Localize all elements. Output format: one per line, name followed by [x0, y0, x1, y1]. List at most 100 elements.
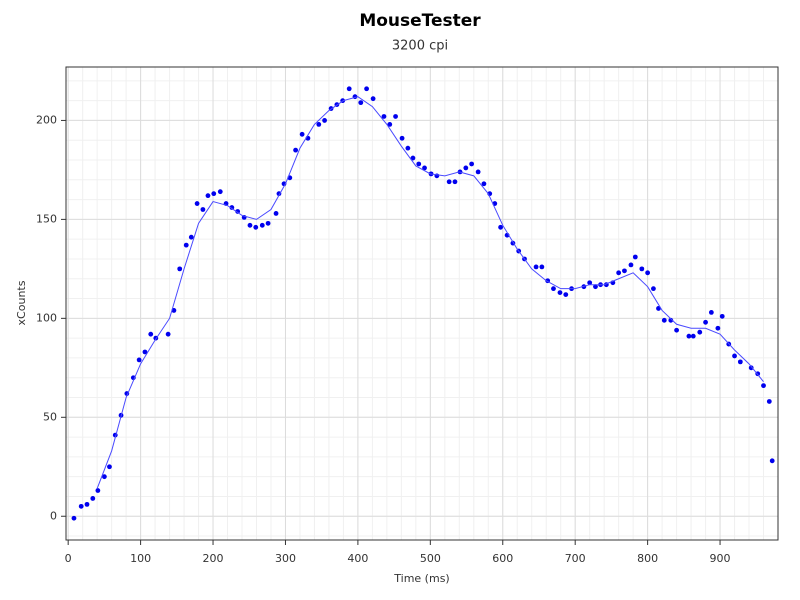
data-point	[674, 327, 679, 333]
data-point	[593, 284, 598, 290]
data-point	[235, 209, 241, 214]
data-point	[469, 161, 475, 167]
data-point	[142, 349, 148, 355]
data-point	[165, 331, 171, 337]
data-point	[101, 474, 107, 480]
data-point	[475, 169, 481, 175]
x-tick-label: 400	[347, 552, 368, 565]
plot-frame	[65, 66, 779, 541]
data-point	[370, 96, 376, 102]
data-point	[651, 286, 656, 292]
data-point	[661, 317, 667, 323]
data-point	[639, 266, 645, 272]
data-point	[446, 179, 452, 185]
data-point	[719, 313, 725, 319]
data-point	[84, 501, 90, 507]
data-point	[229, 205, 235, 210]
data-point	[188, 234, 194, 240]
data-point	[273, 211, 279, 216]
data-point	[690, 333, 696, 339]
x-tick-label: 700	[565, 552, 586, 565]
data-point	[616, 270, 622, 276]
data-point	[316, 121, 322, 127]
data-point	[358, 100, 364, 106]
data-point	[259, 222, 265, 228]
data-point	[107, 464, 112, 470]
data-point	[393, 114, 398, 119]
data-point	[253, 224, 259, 230]
data-point	[78, 503, 84, 509]
data-point	[422, 165, 427, 171]
data-point	[708, 310, 714, 315]
data-point	[761, 383, 766, 389]
data-point	[668, 317, 674, 323]
data-point	[766, 399, 772, 404]
data-point	[95, 488, 101, 493]
data-point	[622, 268, 627, 274]
data-point	[551, 286, 556, 292]
data-point	[703, 319, 708, 325]
data-point	[194, 201, 200, 206]
x-tick-label: 900	[710, 552, 731, 565]
data-point	[346, 86, 352, 92]
chart-subtitle: 3200 cpi	[392, 39, 448, 54]
data-point	[410, 155, 416, 161]
data-point	[769, 458, 775, 464]
y-tick-label: 100	[36, 311, 57, 324]
data-point	[557, 290, 563, 296]
x-tick-label: 500	[420, 552, 441, 565]
x-tick-label: 300	[275, 552, 296, 565]
data-point	[177, 266, 183, 272]
data-point	[737, 359, 743, 365]
data-point	[399, 135, 405, 141]
data-point	[686, 333, 692, 339]
data-point	[148, 331, 154, 337]
data-point	[587, 280, 593, 286]
data-point	[247, 222, 253, 228]
x-axis-label: Time (ms)	[393, 572, 449, 585]
x-tick-label: 800	[637, 552, 658, 565]
data-point	[136, 357, 142, 363]
data-point	[748, 365, 754, 371]
y-axis-label: xCounts	[15, 280, 28, 325]
data-point	[539, 264, 545, 270]
data-point	[498, 224, 503, 230]
x-tick-label: 0	[65, 552, 72, 565]
x-tick-label: 200	[203, 552, 224, 565]
data-point	[381, 114, 387, 119]
data-point	[463, 165, 469, 171]
data-point	[90, 496, 96, 501]
data-point	[205, 193, 211, 199]
smooth-line	[96, 96, 764, 489]
data-point	[364, 86, 369, 92]
data-point	[71, 515, 77, 521]
data-point	[293, 147, 299, 153]
data-point	[715, 325, 721, 331]
data-point	[265, 220, 271, 226]
y-tick-label: 150	[36, 212, 57, 225]
data-point	[632, 254, 638, 260]
data-point	[387, 121, 393, 127]
data-point	[322, 118, 327, 123]
data-point	[563, 292, 569, 297]
data-point	[645, 270, 651, 276]
data-point	[452, 179, 458, 185]
data-point	[697, 329, 703, 335]
data-point	[533, 264, 539, 270]
data-point	[732, 353, 737, 359]
data-point	[200, 207, 206, 212]
data-point	[405, 145, 411, 151]
data-point	[628, 262, 634, 268]
data-point	[211, 191, 217, 197]
chart-title: MouseTester	[359, 11, 481, 31]
x-tick-label: 100	[130, 552, 151, 565]
y-tick-label: 0	[50, 509, 57, 522]
data-point	[416, 161, 422, 167]
data-point	[481, 181, 487, 187]
data-point	[299, 131, 305, 137]
x-tick-label: 600	[492, 552, 513, 565]
y-tick-label: 50	[43, 410, 57, 423]
data-point	[183, 242, 189, 248]
